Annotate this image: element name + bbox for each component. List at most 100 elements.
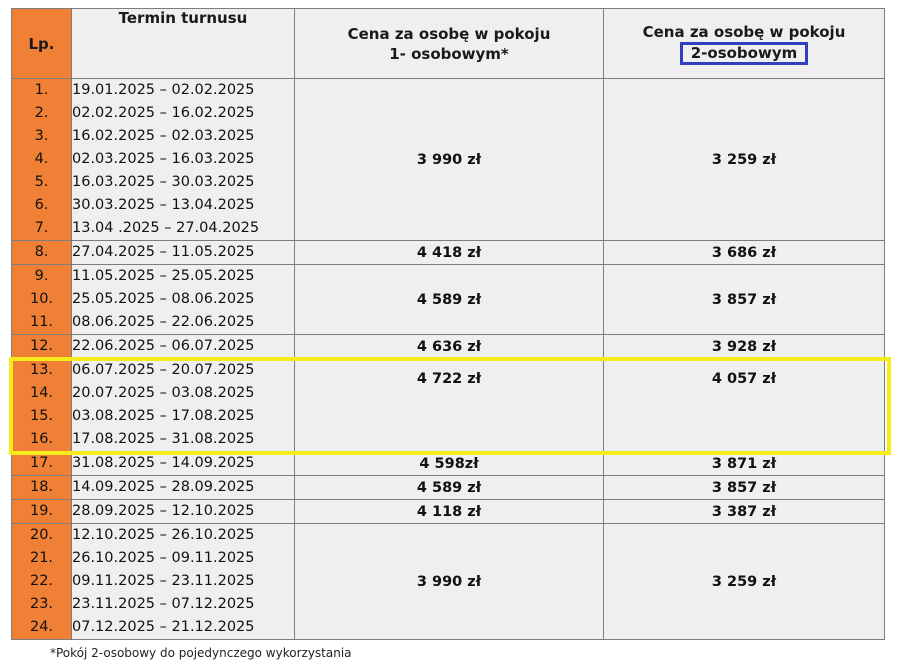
price-single-cell: 4 636 zł xyxy=(294,334,604,359)
term-dates: 17.08.2025 – 31.08.2025 xyxy=(72,431,255,447)
table-row: 12. 22.06.2025 – 06.07.2025 4 636 zł 3 928 … xyxy=(11,334,885,359)
header-lp: Lp. xyxy=(11,8,72,79)
lp-cell: 18. xyxy=(11,475,72,500)
lp-number: 20. xyxy=(29,527,54,543)
lp-number: 5. xyxy=(34,174,49,190)
term-dates: 07.12.2025 – 21.12.2025 xyxy=(72,619,255,635)
lp-cell: 19. xyxy=(11,499,72,524)
table-row: 13. 14. 15. 16. 06.07.2025 – 20.07.2025 20.07… xyxy=(11,358,885,452)
lp-number: 8. xyxy=(34,244,49,260)
lp-number: 24. xyxy=(29,619,54,635)
lp-number: 12. xyxy=(29,338,54,354)
term-dates: 27.04.2025 – 11.05.2025 xyxy=(72,244,255,260)
price-double-cell: 3 259 zł xyxy=(603,78,885,241)
price-single-cell: 4 118 zł xyxy=(294,499,604,524)
term-cell: 06.07.2025 – 20.07.2025 20.07.2025 – 03.0… xyxy=(71,358,295,452)
header-term: Termin turnusu xyxy=(71,8,295,79)
price-single-cell: 4 598zł xyxy=(294,451,604,476)
footnote: *Pokój 2-osobowy do pojedynczego wykorzy… xyxy=(50,646,352,660)
price-double-cell: 3 259 zł xyxy=(603,523,885,640)
term-dates: 14.09.2025 – 28.09.2025 xyxy=(72,479,255,495)
lp-number: 19. xyxy=(29,503,54,519)
term-dates: 28.09.2025 – 12.10.2025 xyxy=(72,503,255,519)
term-dates: 06.07.2025 – 20.07.2025 xyxy=(72,362,255,378)
lp-number: 15. xyxy=(29,408,54,424)
term-dates: 23.11.2025 – 07.12.2025 xyxy=(72,596,255,612)
table-row: 19. 28.09.2025 – 12.10.2025 4 118 zł 3 387 … xyxy=(11,499,885,524)
table-row: 1. 2. 3. 4. 5. 6. 7. 19.01.2025 – 02.02.2025 02.… xyxy=(11,78,885,241)
lp-number: 1. xyxy=(34,82,49,98)
term-cell: 27.04.2025 – 11.05.2025 xyxy=(71,240,295,265)
term-dates: 02.02.2025 – 16.02.2025 xyxy=(72,105,255,121)
term-dates: 22.06.2025 – 06.07.2025 xyxy=(72,338,255,354)
lp-cell: 20. 21. 22. 23. 24. xyxy=(11,523,72,640)
term-cell: 14.09.2025 – 28.09.2025 xyxy=(71,475,295,500)
price-single-cell: 4 722 zł xyxy=(294,358,604,452)
term-dates: 16.02.2025 – 02.03.2025 xyxy=(72,128,255,144)
header-price-double-line2: 2-osobowym xyxy=(679,42,809,65)
lp-number: 16. xyxy=(29,431,54,447)
lp-number: 21. xyxy=(29,550,54,566)
price-double-cell: 3 387 zł xyxy=(603,499,885,524)
term-cell: 11.05.2025 – 25.05.2025 25.05.2025 – 08.0… xyxy=(71,264,295,335)
price-single-cell: 4 589 zł xyxy=(294,475,604,500)
lp-number: 23. xyxy=(29,596,54,612)
price-table-body: 1. 2. 3. 4. 5. 6. 7. 19.01.2025 – 02.02.2025 02.… xyxy=(11,78,885,640)
lp-number: 4. xyxy=(34,151,49,167)
table-row: 9. 10. 11. 11.05.2025 – 25.05.2025 25.05.202… xyxy=(11,264,885,335)
lp-number: 18. xyxy=(29,479,54,495)
lp-number: 9. xyxy=(34,268,49,284)
header-price-double-line1: Cena za osobę w pokoju xyxy=(642,23,846,41)
header-row: Lp. Termin turnusu Cena za osobę w pokoj… xyxy=(11,8,885,79)
table-row: 8. 27.04.2025 – 11.05.2025 4 418 zł 3 686 z… xyxy=(11,240,885,265)
price-single-cell: 4 418 zł xyxy=(294,240,604,265)
term-dates: 08.06.2025 – 22.06.2025 xyxy=(72,314,255,330)
table-row: 20. 21. 22. 23. 24. 12.10.2025 – 26.10.2025 26… xyxy=(11,523,885,640)
term-dates: 12.10.2025 – 26.10.2025 xyxy=(72,527,255,543)
price-single-cell: 3 990 zł xyxy=(294,523,604,640)
price-double-cell: 3 871 zł xyxy=(603,451,885,476)
lp-cell: 17. xyxy=(11,451,72,476)
price-double-cell: 3 857 zł xyxy=(603,264,885,335)
lp-number: 11. xyxy=(29,314,54,330)
term-dates: 26.10.2025 – 09.11.2025 xyxy=(72,550,255,566)
term-cell: 28.09.2025 – 12.10.2025 xyxy=(71,499,295,524)
term-dates: 20.07.2025 – 03.08.2025 xyxy=(72,385,255,401)
price-double-cell: 3 857 zł xyxy=(603,475,885,500)
lp-cell: 8. xyxy=(11,240,72,265)
term-dates: 25.05.2025 – 08.06.2025 xyxy=(72,291,255,307)
price-single-cell: 4 589 zł xyxy=(294,264,604,335)
lp-number: 7. xyxy=(34,220,49,236)
header-price-double: Cena za osobę w pokoju 2-osobowym xyxy=(603,8,885,79)
term-dates: 02.03.2025 – 16.03.2025 xyxy=(72,151,255,167)
lp-number: 22. xyxy=(29,573,54,589)
header-price-single-line2: 1- osobowym* xyxy=(389,44,509,63)
price-table: Lp. Termin turnusu Cena za osobę w pokoj… xyxy=(11,8,885,640)
lp-number: 6. xyxy=(34,197,49,213)
term-cell: 12.10.2025 – 26.10.2025 26.10.2025 – 09.1… xyxy=(71,523,295,640)
term-dates: 09.11.2025 – 23.11.2025 xyxy=(72,573,255,589)
term-dates: 16.03.2025 – 30.03.2025 xyxy=(72,174,255,190)
term-dates: 30.03.2025 – 13.04.2025 xyxy=(72,197,255,213)
lp-cell: 1. 2. 3. 4. 5. 6. 7. xyxy=(11,78,72,241)
table-row: 17. 31.08.2025 – 14.09.2025 4 598zł 3 871 z… xyxy=(11,451,885,476)
term-cell: 22.06.2025 – 06.07.2025 xyxy=(71,334,295,359)
header-price-single-line1: Cena za osobę w pokoju xyxy=(347,24,551,43)
lp-cell: 13. 14. 15. 16. xyxy=(11,358,72,452)
term-cell: 19.01.2025 – 02.02.2025 02.02.2025 – 16.0… xyxy=(71,78,295,241)
term-dates: 03.08.2025 – 17.08.2025 xyxy=(72,408,255,424)
price-double-cell: 3 686 zł xyxy=(603,240,885,265)
term-cell: 31.08.2025 – 14.09.2025 xyxy=(71,451,295,476)
term-dates: 13.04 .2025 – 27.04.2025 xyxy=(72,220,260,236)
lp-number: 14. xyxy=(29,385,54,401)
price-double-cell: 3 928 zł xyxy=(603,334,885,359)
price-double-cell: 4 057 zł xyxy=(603,358,885,452)
header-price-single: Cena za osobę w pokoju 1- osobowym* xyxy=(294,8,604,79)
lp-cell: 12. xyxy=(11,334,72,359)
lp-number: 17. xyxy=(29,455,54,471)
lp-number: 13. xyxy=(29,362,54,378)
lp-number: 10. xyxy=(29,291,54,307)
term-dates: 31.08.2025 – 14.09.2025 xyxy=(72,455,255,471)
term-dates: 11.05.2025 – 25.05.2025 xyxy=(72,268,255,284)
lp-number: 3. xyxy=(34,128,49,144)
